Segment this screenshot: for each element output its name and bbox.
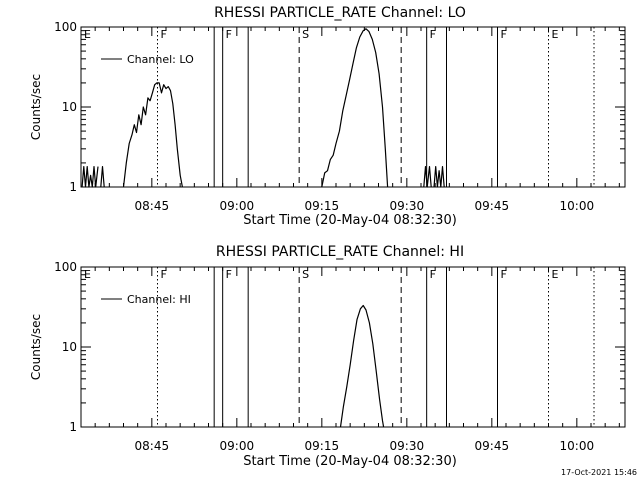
panel-hi: RHESSI PARTICLE_RATE Channel: HI 1 10 100 08… [29, 244, 626, 469]
x-tick-label: 09:00 [220, 199, 255, 213]
series-line [339, 304, 385, 428]
x-axis-label: Start Time (20-May-04 08:32:30) [243, 213, 457, 228]
footer-timestamp: 17-Oct-2021 15:46 [561, 468, 637, 477]
x-tick-label: 08:45 [135, 439, 170, 453]
y-tick-label: 1 [69, 420, 77, 434]
x-tick-label: 09:00 [220, 439, 255, 453]
event-marker-label: F [501, 28, 507, 41]
event-marker-label: S [302, 268, 309, 281]
series-line [81, 166, 99, 188]
series-line [122, 82, 183, 188]
x-tick-label: 09:15 [305, 199, 340, 213]
chart-title: RHESSI PARTICLE_RATE Channel: LO [214, 5, 466, 21]
x-tick-label: 10:00 [560, 439, 595, 453]
event-marker-label: F [501, 268, 507, 281]
x-tick-label: 09:45 [475, 439, 510, 453]
event-marker-label: E [84, 28, 91, 41]
panel-lo: RHESSI PARTICLE_RATE Channel: LO 1 10 100 08… [29, 5, 626, 228]
event-marker-label: E [552, 28, 559, 41]
y-tick-label: 1 [69, 180, 77, 194]
series-line [321, 28, 389, 188]
event-marker-label: E [552, 268, 559, 281]
x-tick-label: 10:00 [560, 199, 595, 213]
x-tick-label: 09:30 [390, 199, 425, 213]
legend-label: Channel: HI [127, 293, 191, 306]
series-line [433, 166, 445, 188]
x-tick-label: 09:15 [305, 439, 340, 453]
event-marker-label: F [161, 28, 167, 41]
series-line [423, 166, 432, 188]
event-marker-label: E [84, 268, 91, 281]
y-tick-label: 10 [62, 340, 77, 354]
event-marker-label: F [430, 268, 436, 281]
plot-frame [80, 26, 626, 188]
y-axis-label: Counts/sec [29, 74, 43, 140]
series-line [100, 166, 105, 188]
y-tick-label: 100 [54, 20, 77, 34]
x-tick-label: 08:45 [135, 199, 170, 213]
event-marker-label: S [302, 28, 309, 41]
y-axis-label: Counts/sec [29, 314, 43, 380]
x-tick-label: 09:30 [390, 439, 425, 453]
y-tick-label: 100 [54, 260, 77, 274]
event-marker-label: F [161, 268, 167, 281]
x-axis-label: Start Time (20-May-04 08:32:30) [243, 454, 457, 469]
event-marker-label: F [430, 28, 436, 41]
legend-label: Channel: LO [127, 53, 194, 66]
x-tick-label: 09:45 [475, 199, 510, 213]
event-marker-label: F [226, 268, 232, 281]
chart-title: RHESSI PARTICLE_RATE Channel: HI [216, 244, 464, 260]
event-marker-label: F [226, 28, 232, 41]
y-tick-label: 10 [62, 100, 77, 114]
